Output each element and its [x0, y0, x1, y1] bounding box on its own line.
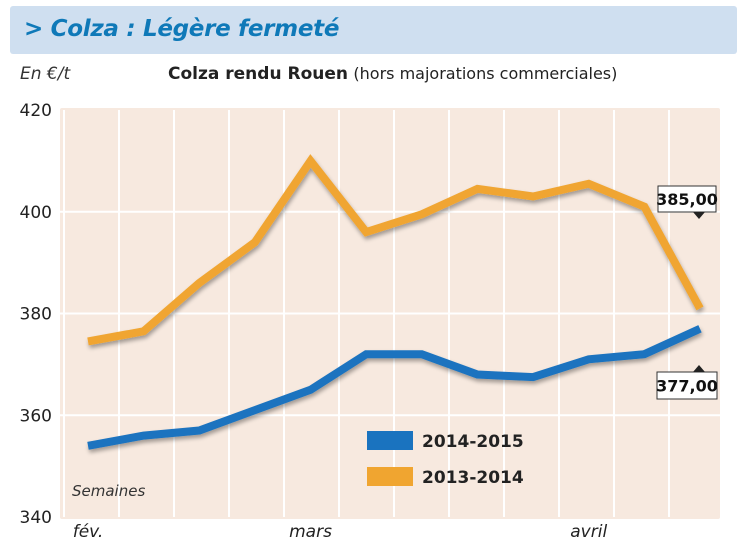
legend-label-2014-2015: 2014-2015 [422, 432, 524, 452]
callout-label: 385,00 [656, 190, 718, 209]
x-tick-label: fév. [73, 522, 104, 542]
callout-box [656, 371, 718, 400]
y-tick-label: 380 [20, 305, 52, 325]
chart-title-main: Colza rendu Rouen [168, 64, 348, 84]
chart-title: Colza rendu Rouen (hors majorations comm… [168, 64, 617, 84]
legend-label-2013-2014: 2013-2014 [422, 468, 524, 488]
chart-title-sub: (hors majorations commerciales) [353, 64, 618, 83]
y-unit-label: En €/t [20, 64, 71, 84]
y-tick-label: 420 [20, 101, 52, 121]
callout-box [657, 185, 717, 213]
y-tick-label: 340 [20, 508, 52, 528]
banner-title: > Colza : Légère fermeté [24, 16, 340, 42]
x-axis-title: Semaines [72, 482, 145, 500]
series-line-2013-2014 [87, 154, 704, 346]
callout-pointer [693, 365, 705, 372]
legend-swatch-2014-2015 [367, 431, 413, 450]
x-tick-label: mars [289, 522, 332, 542]
banner: > Colza : Légère fermeté [10, 6, 737, 54]
callout-label: 377,00 [656, 377, 718, 396]
y-tick-label: 400 [20, 203, 52, 223]
series-line-2014-2015 [87, 325, 702, 450]
callout-pointer [693, 212, 705, 219]
y-tick-label: 360 [20, 406, 52, 426]
x-tick-label: avril [570, 522, 607, 542]
legend-swatch-2013-2014 [367, 467, 413, 486]
